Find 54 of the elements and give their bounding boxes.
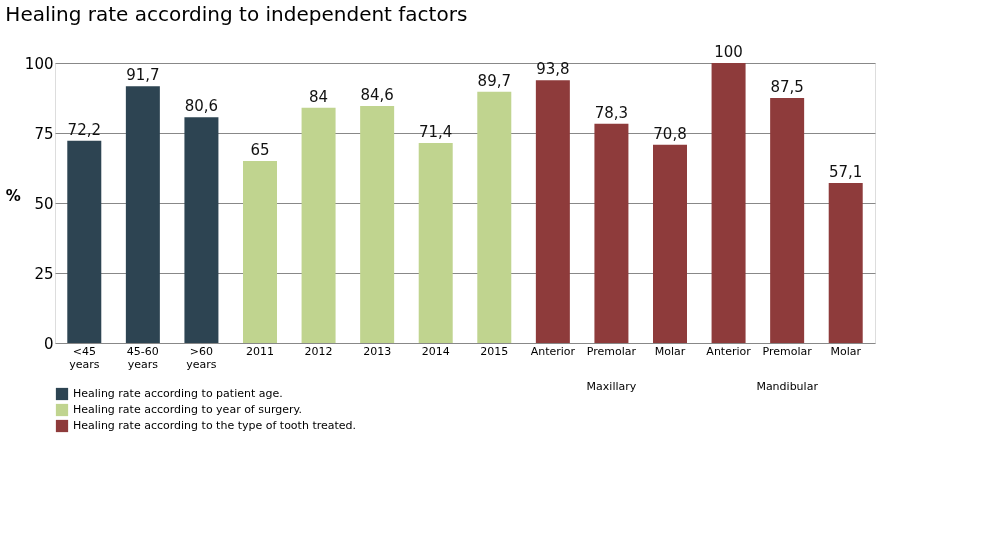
bar: [535, 80, 570, 343]
legend-label: Healing rate according to patient age.: [73, 387, 283, 400]
data-label: 70,8: [653, 124, 687, 143]
data-label: 91,7: [126, 66, 160, 85]
x-tick-label: Premolar: [762, 344, 813, 358]
x-tick-label: Anterior: [530, 344, 576, 358]
data-label: 78,3: [594, 103, 629, 122]
x-tick-label: 2014: [421, 344, 450, 358]
x-tick-label: Premolar: [586, 344, 637, 358]
bar: [828, 183, 863, 343]
bar: [301, 107, 336, 343]
x-tick-label: 2012: [304, 344, 333, 358]
y-tick-label: 50: [34, 194, 54, 213]
bar: [418, 143, 453, 343]
x-tick-label: >60 years: [186, 344, 217, 371]
data-label: 71,4: [419, 123, 453, 142]
bar: [711, 63, 746, 343]
data-label: 57,1: [829, 163, 863, 182]
data-label: 87,5: [770, 78, 804, 96]
data-label: 65: [250, 141, 270, 159]
y-tick-label: 0: [43, 334, 54, 353]
legend-label: Healing rate according to year of surgery.: [73, 403, 302, 416]
bar: [360, 106, 395, 343]
data-label: 84: [309, 87, 329, 106]
legend-label: Healing rate according to the type of tooth treated.: [73, 419, 357, 432]
y-axis-title: %: [5, 186, 21, 205]
text: Mandibular: [756, 380, 819, 393]
data-label: 89,7: [477, 71, 511, 90]
bar: [125, 86, 160, 343]
bar: [770, 98, 805, 343]
data-label: 84,6: [360, 86, 394, 105]
data-label: 80,6: [184, 97, 219, 116]
bar: [477, 91, 512, 343]
x-tick-label: 2011: [246, 344, 274, 358]
bar: [67, 140, 102, 343]
data-label: 93,8: [536, 60, 570, 79]
x-tick-label: Molar: [830, 344, 862, 358]
y-tick-label: 100: [24, 54, 54, 73]
x-tick-label: <45 years: [69, 344, 100, 371]
bar: [653, 144, 687, 343]
bar: [243, 161, 277, 343]
x-tick-label: Molar: [654, 344, 686, 358]
bar: [594, 123, 629, 343]
data-label: 100: [714, 43, 743, 61]
x-tick-label: 2015: [480, 344, 509, 358]
y-tick-label: 75: [34, 124, 54, 143]
y-tick-label: 25: [34, 264, 54, 283]
x-tick-label: Anterior: [706, 344, 752, 358]
bar: [184, 117, 219, 343]
x-tick-label: 45-60 years: [126, 344, 159, 371]
data-label: 72,2: [67, 120, 101, 139]
text: Maxillary: [586, 380, 637, 393]
x-tick-label: 2013: [363, 344, 392, 358]
chart-title: Healing rate according to independent factors: [5, 2, 468, 26]
